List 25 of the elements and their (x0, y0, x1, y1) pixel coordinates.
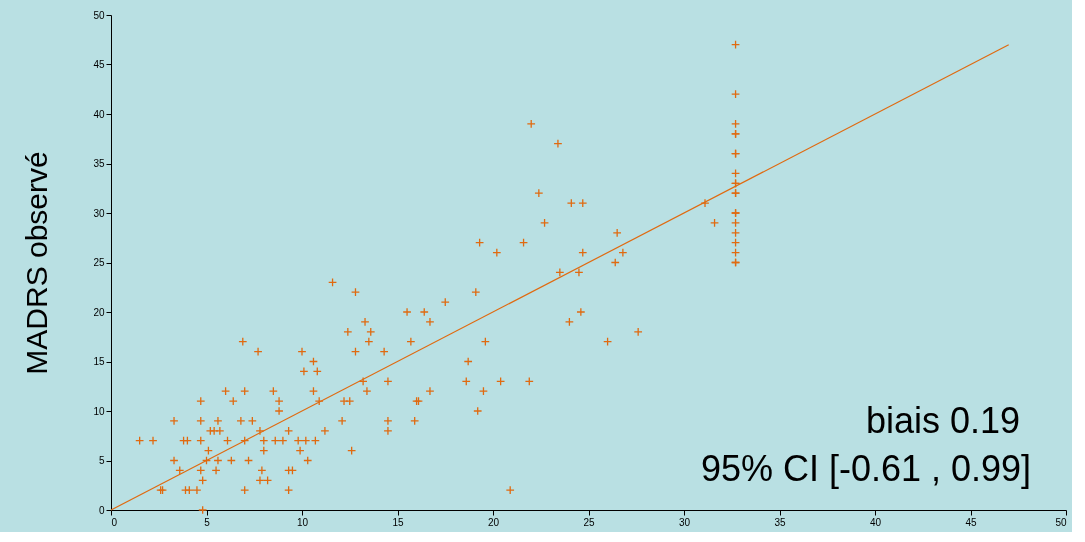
y-tick-label: 25 (93, 257, 105, 268)
x-tick-label: 25 (583, 516, 595, 528)
y-tick-label: 35 (93, 158, 105, 169)
x-tick-label: 5 (204, 516, 211, 528)
y-tick-label: 40 (93, 108, 105, 120)
x-tick-label: 45 (965, 516, 977, 528)
annotation: 95% CI [-0.61 , 0.99] (700, 448, 1032, 489)
x-tick-label: 0 (111, 516, 118, 528)
annotation: biais 0.19 (865, 400, 1021, 441)
x-tick-label: 15 (392, 516, 404, 528)
x-tick-label: 35 (774, 516, 786, 528)
y-tick-label: 30 (93, 207, 105, 219)
x-tick-label: 10 (296, 516, 309, 528)
x-tick-label: 30 (678, 516, 691, 528)
x-tick-label: 20 (487, 516, 500, 528)
x-tick-label: 50 (1055, 516, 1067, 528)
y-tick-label: 0 (98, 504, 105, 516)
y-tick-label: 20 (93, 306, 105, 318)
y-tick-label: 15 (93, 356, 105, 367)
y-tick-label: 10 (93, 405, 105, 417)
y-tick-label: 5 (98, 455, 105, 466)
y-tick-label: 45 (93, 59, 105, 70)
y-tick-label: 50 (93, 9, 105, 21)
x-tick-label: 40 (869, 516, 882, 528)
y-axis-title: MADRS observé (20, 151, 54, 375)
